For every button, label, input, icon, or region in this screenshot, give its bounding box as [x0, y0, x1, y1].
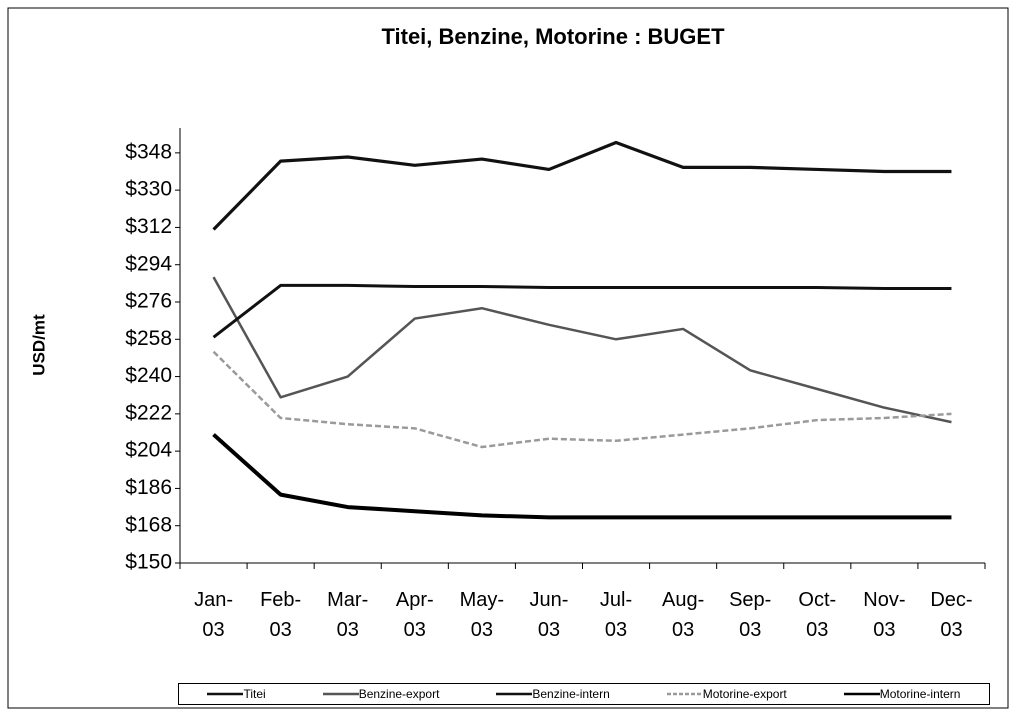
legend-label: Motorine-export: [702, 687, 787, 701]
series-line: [212, 283, 952, 339]
series-line: [212, 140, 952, 231]
legend-label: Benzine-intern: [532, 687, 610, 701]
series-line: [212, 276, 952, 424]
y-tick-label: $348: [125, 140, 172, 163]
legend-item: Benzine-intern: [496, 687, 610, 701]
legend-item: Benzine-export: [322, 687, 440, 701]
legend-label: Motorine-intern: [879, 687, 961, 701]
x-tick-label: Nov-03: [863, 589, 906, 641]
y-tick-label: $186: [125, 476, 172, 499]
y-tick-label: $150: [125, 551, 172, 574]
y-tick-label: $204: [125, 439, 172, 462]
chart-title: Titei, Benzine, Motorine : BUGET: [381, 24, 725, 49]
legend-item: Titei: [207, 687, 266, 701]
y-tick-label: $276: [125, 290, 172, 313]
y-tick-label: $312: [125, 215, 172, 238]
chart-frame: [7, 7, 1009, 709]
legend-swatch: [207, 692, 244, 696]
y-tick-label: $222: [125, 401, 172, 424]
legend-swatch: [666, 692, 703, 696]
legend-item: Motorine-export: [666, 687, 787, 701]
x-tick-label: Jun-03: [529, 589, 569, 641]
x-tick-label: Feb-03: [260, 589, 302, 641]
x-tick-label: Aug-03: [662, 589, 705, 641]
legend-label: Benzine-export: [358, 687, 440, 701]
x-tick-label: Jul-03: [599, 589, 633, 641]
legend-swatch: [496, 692, 533, 696]
x-tick-label: Dec-03: [930, 589, 973, 641]
series-line: [212, 350, 952, 449]
y-tick-label: $294: [125, 252, 172, 275]
legend: Titei Benzine-export Benzine-intern Motorin…: [178, 683, 990, 705]
legend-swatch: [843, 692, 880, 696]
x-tick-label: Oct-03: [798, 589, 837, 641]
y-axis-label: USD/mt: [29, 314, 48, 376]
y-tick-label: $330: [125, 178, 172, 201]
y-tick-label: $168: [125, 513, 172, 536]
x-tick-label: Mar-03: [327, 589, 369, 641]
legend-label: Titei: [243, 687, 266, 701]
legend-swatch: [322, 692, 359, 696]
legend-item: Motorine-intern: [843, 687, 961, 701]
x-tick-label: Apr-03: [395, 589, 434, 641]
x-tick-label: May-03: [459, 589, 505, 641]
y-tick-label: $240: [125, 364, 172, 387]
x-tick-label: Jan-03: [194, 589, 233, 641]
x-tick-label: Sep-03: [729, 589, 772, 641]
y-tick-label: $258: [125, 327, 172, 350]
series-line: [212, 433, 952, 520]
